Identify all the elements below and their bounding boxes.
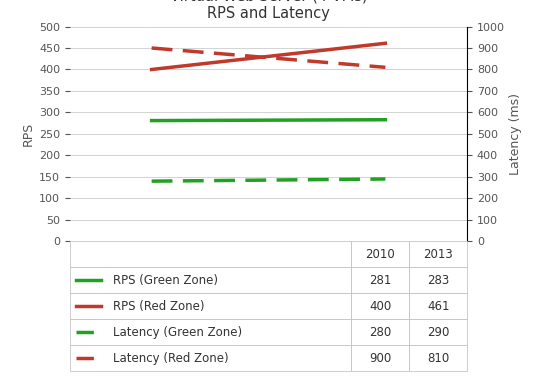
Title: 2013 vs. 2010
Virtual Web Server (4 VMs)
RPS and Latency: 2013 vs. 2010 Virtual Web Server (4 VMs)… <box>170 0 367 21</box>
Y-axis label: RPS: RPS <box>22 122 35 146</box>
Y-axis label: Latency (ms): Latency (ms) <box>509 93 522 175</box>
